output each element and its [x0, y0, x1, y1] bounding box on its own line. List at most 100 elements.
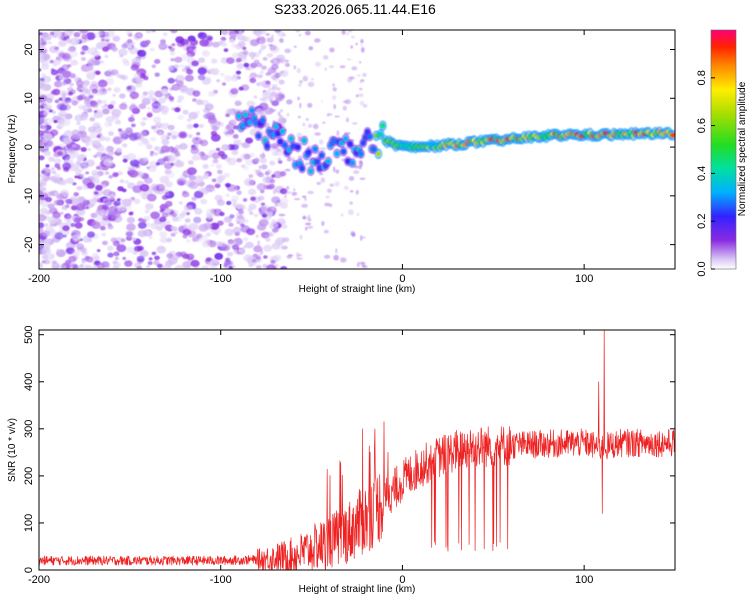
- spectrogram-noise-blob: [265, 237, 271, 242]
- spectrogram-noise-blob: [112, 35, 121, 42]
- spectrogram-noise-blob: [182, 109, 189, 115]
- spectrogram-noise-blob: [107, 87, 112, 92]
- spectrogram-noise-blob: [229, 214, 235, 219]
- spectrogram-noise-blob: [78, 125, 87, 132]
- spectrogram-noise-blob: [80, 51, 86, 55]
- spectrogram-noise-blob: [211, 58, 218, 64]
- spectrogram-noise-blob: [307, 218, 312, 222]
- spectrogram-noise-blob: [322, 55, 329, 60]
- spectrogram-noise-blob: [277, 157, 282, 163]
- spectrogram-noise-blob: [181, 68, 187, 72]
- spectrogram-noise-blob: [237, 214, 244, 220]
- spectrogram-noise-blob: [112, 260, 118, 265]
- spectrogram-noise-blob: [146, 145, 153, 150]
- spectrogram-noise-blob: [68, 49, 78, 58]
- spectrogram-noise-blob: [182, 228, 191, 236]
- spectrogram-noise-blob: [359, 160, 364, 167]
- spectrogram-noise-blob: [103, 161, 107, 165]
- spectrogram-noise-blob: [47, 41, 52, 45]
- spectrogram-noise-blob: [75, 202, 86, 211]
- spectrogram-noise-blob: [54, 192, 58, 196]
- spectrogram-noise-blob: [141, 94, 147, 100]
- spectrogram-noise-blob: [308, 123, 312, 128]
- spectrogram-noise-blob: [198, 123, 204, 129]
- spectrogram-noise-blob: [214, 232, 219, 236]
- spectrogram-noise-blob: [73, 217, 81, 224]
- spectrogram-noise-blob: [54, 80, 63, 88]
- spectrogram-noise-blob: [148, 257, 153, 261]
- spectrogram-noise-blob: [56, 201, 62, 206]
- spectrogram-noise-blob: [190, 144, 198, 151]
- spectrogram-noise-blob: [226, 57, 235, 64]
- spectrogram-noise-blob: [159, 231, 168, 238]
- spectrogram-noise-blob: [116, 74, 122, 78]
- spectrogram-noise-blob: [74, 222, 83, 229]
- spectrogram-noise-blob: [238, 248, 245, 254]
- spectrogram-noise-blob: [336, 130, 340, 137]
- spectrogram-ridge-core: [288, 136, 294, 142]
- spectrogram-noise-blob: [182, 234, 188, 239]
- spectrogram-noise-blob: [258, 49, 262, 55]
- spectrogram-noise-blob: [105, 116, 115, 123]
- spectrogram-ridge-core: [242, 112, 248, 118]
- spectrogram-noise-blob: [263, 255, 268, 259]
- spectrogram-noise-blob: [282, 237, 290, 243]
- spectrogram-noise-blob: [76, 186, 82, 191]
- spectrogram-noise-blob: [297, 96, 300, 101]
- spectrogram-noise-blob: [178, 201, 183, 205]
- spectrogram-noise-blob: [270, 91, 278, 97]
- spectrogram-noise-blob: [101, 105, 106, 109]
- colorbar-tick-label: 0.6: [696, 118, 708, 133]
- spectrogram-noise-blob: [91, 253, 100, 259]
- spectrogram-noise-blob: [305, 226, 308, 231]
- spectrogram-noise-blob: [260, 164, 268, 170]
- spectrogram-noise-blob: [149, 150, 155, 155]
- y-tick-label: 100: [23, 514, 35, 532]
- spectrogram-noise-blob: [182, 261, 192, 269]
- spectrogram-noise-blob: [230, 144, 239, 151]
- spectrogram-noise-blob: [323, 229, 329, 234]
- spectrogram-noise-blob: [277, 91, 283, 98]
- spectrogram-ridge-core: [299, 165, 305, 172]
- spectrogram-noise-blob: [188, 181, 199, 190]
- spectrogram-noise-blob: [116, 147, 122, 153]
- spectrogram-noise-blob: [149, 47, 155, 52]
- spectrogram-noise-blob: [151, 251, 157, 256]
- spectrogram-noise-blob: [214, 183, 221, 189]
- spectrogram-noise-blob: [324, 254, 331, 259]
- spectrogram-noise-blob: [355, 42, 358, 46]
- spectrogram-noise-blob: [150, 137, 156, 142]
- spectrogram-noise-blob: [230, 75, 239, 82]
- spectrogram-noise-blob: [243, 153, 251, 160]
- spectrogram-noise-blob: [305, 162, 309, 166]
- spectrogram-noise-blob: [174, 79, 178, 82]
- spectrogram-noise-blob: [58, 40, 67, 47]
- spectrogram-noise-blob: [277, 111, 281, 116]
- spectrogram-noise-blob: [271, 219, 277, 225]
- spectrogram-noise-blob: [170, 30, 178, 34]
- spectrogram-noise-blob: [168, 66, 175, 71]
- spectrogram-noise-blob: [270, 259, 276, 265]
- spectrogram-noise-blob: [221, 144, 230, 151]
- spectrogram-noise-blob: [54, 232, 64, 240]
- spectrogram-noise-blob: [158, 131, 163, 135]
- spectrogram-noise-blob: [186, 205, 193, 211]
- spectrogram-noise-blob: [314, 38, 321, 43]
- spectrogram-ridge-core: [308, 168, 314, 174]
- spectrogram-noise-blob: [205, 257, 212, 262]
- spectrogram-noise-blob: [87, 231, 95, 238]
- spectrogram-noise-blob: [85, 32, 96, 40]
- spectrogram-noise-blob: [232, 134, 239, 139]
- spectrogram-noise-blob: [266, 37, 270, 43]
- spectrogram-noise-blob: [163, 32, 168, 36]
- spectrogram-noise-blob: [286, 112, 290, 117]
- spectrogram-noise-blob: [74, 175, 79, 179]
- spectrogram-noise-blob: [47, 203, 55, 210]
- spectrogram-noise-blob: [174, 264, 185, 269]
- spectrogram-noise-blob: [161, 122, 170, 130]
- spectrogram-noise-blob: [43, 129, 49, 134]
- spectrogram-noise-blob: [341, 30, 346, 35]
- spectrogram-noise-blob: [45, 97, 53, 104]
- spectrogram-noise-blob: [210, 163, 215, 167]
- spectrogram-noise-blob: [208, 154, 213, 158]
